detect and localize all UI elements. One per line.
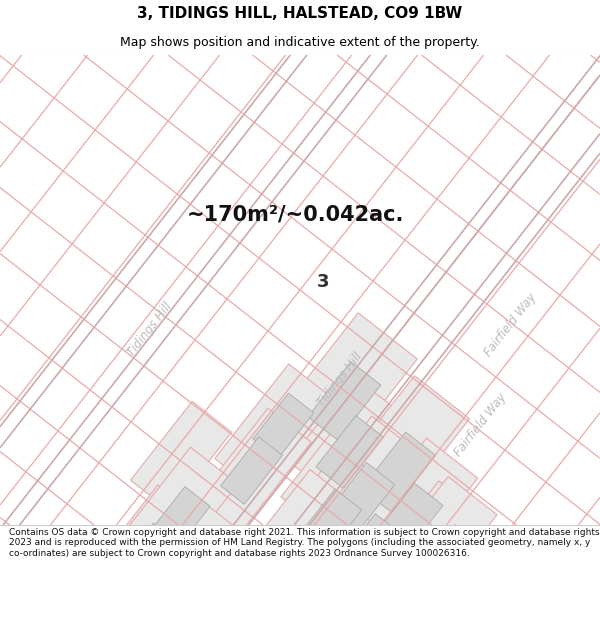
Text: ~170m²/~0.042ac.: ~170m²/~0.042ac. — [187, 205, 404, 225]
Polygon shape — [353, 481, 486, 625]
Polygon shape — [88, 542, 208, 625]
Polygon shape — [286, 558, 406, 625]
Polygon shape — [308, 362, 381, 440]
Polygon shape — [78, 485, 204, 623]
Polygon shape — [260, 313, 417, 485]
Polygon shape — [302, 623, 424, 625]
Polygon shape — [361, 432, 436, 512]
Polygon shape — [131, 401, 232, 511]
Polygon shape — [64, 605, 169, 625]
Polygon shape — [155, 533, 216, 599]
Polygon shape — [334, 438, 478, 596]
Polygon shape — [147, 487, 210, 555]
Polygon shape — [269, 507, 397, 625]
Polygon shape — [316, 376, 470, 545]
Polygon shape — [354, 517, 491, 625]
Polygon shape — [239, 574, 362, 625]
Polygon shape — [129, 547, 250, 625]
Polygon shape — [277, 534, 403, 625]
Polygon shape — [373, 483, 443, 559]
Polygon shape — [320, 532, 446, 625]
Polygon shape — [254, 448, 386, 593]
Polygon shape — [107, 448, 238, 591]
Polygon shape — [335, 514, 402, 587]
Text: Fairfield Way: Fairfield Way — [481, 291, 539, 359]
Polygon shape — [317, 529, 449, 625]
Polygon shape — [298, 479, 431, 625]
Polygon shape — [281, 387, 418, 537]
Polygon shape — [250, 622, 367, 625]
Text: Fairfield Way: Fairfield Way — [451, 391, 509, 459]
Text: 3, TIDINGS HILL, HALSTEAD, CO9 1BW: 3, TIDINGS HILL, HALSTEAD, CO9 1BW — [137, 6, 463, 21]
Polygon shape — [188, 408, 311, 544]
Polygon shape — [323, 462, 395, 540]
Polygon shape — [221, 437, 283, 504]
Polygon shape — [164, 580, 222, 625]
Text: Tidings Hill: Tidings Hill — [125, 301, 175, 359]
Polygon shape — [119, 499, 245, 625]
Polygon shape — [365, 477, 497, 621]
Polygon shape — [303, 541, 367, 611]
Polygon shape — [121, 571, 179, 625]
Polygon shape — [116, 523, 177, 589]
Text: Tidings Hill: Tidings Hill — [315, 351, 365, 409]
Polygon shape — [215, 364, 336, 496]
Polygon shape — [98, 591, 213, 625]
Polygon shape — [239, 586, 386, 625]
Polygon shape — [374, 612, 501, 625]
Text: Contains OS data © Crown copyright and database right 2021. This information is : Contains OS data © Crown copyright and d… — [9, 528, 599, 558]
Polygon shape — [316, 416, 383, 488]
Text: 3: 3 — [317, 273, 329, 291]
Polygon shape — [227, 469, 353, 610]
Polygon shape — [375, 524, 502, 625]
Polygon shape — [327, 577, 455, 625]
Polygon shape — [137, 591, 252, 625]
Polygon shape — [280, 416, 423, 574]
Polygon shape — [253, 393, 314, 459]
Polygon shape — [364, 565, 496, 625]
Text: Map shows position and indicative extent of the property.: Map shows position and indicative extent… — [120, 36, 480, 49]
Polygon shape — [293, 489, 362, 564]
Polygon shape — [128, 614, 184, 625]
